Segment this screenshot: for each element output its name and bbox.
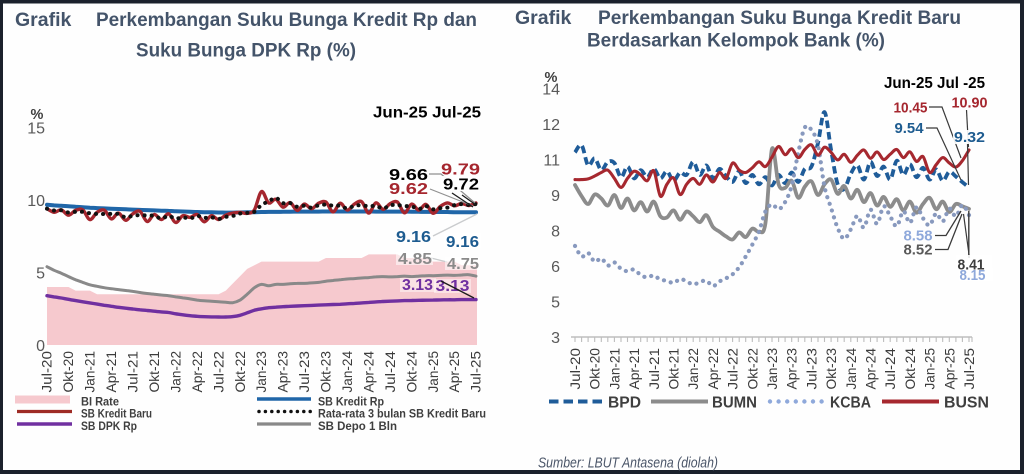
svg-text:9.16: 9.16 [446, 234, 479, 251]
svg-text:BUSN: BUSN [944, 394, 989, 411]
svg-text:8.41: 8.41 [958, 258, 985, 274]
svg-text:Grafik: Grafik [15, 9, 72, 31]
svg-text:10.45: 10.45 [894, 100, 928, 116]
svg-text:9: 9 [551, 188, 560, 205]
svg-text:9.62: 9.62 [389, 181, 428, 198]
svg-text:Apr-23: Apr-23 [784, 348, 800, 390]
svg-text:Jan-25: Jan-25 [425, 351, 441, 393]
svg-text:8.52: 8.52 [904, 243, 933, 259]
svg-text:8.15: 8.15 [960, 268, 986, 284]
svg-text:Sumber: LBUT Antasena (diolah): Sumber: LBUT Antasena (diolah) [538, 455, 718, 472]
svg-text:Okt-24: Okt-24 [403, 351, 419, 393]
svg-text:%: % [31, 107, 44, 123]
svg-text:9.54: 9.54 [895, 121, 924, 137]
svg-text:6: 6 [551, 259, 560, 276]
svg-text:11: 11 [543, 152, 560, 169]
svg-text:KCBA: KCBA [830, 394, 871, 411]
svg-text:SB Kredit Baru: SB Kredit Baru [81, 408, 152, 421]
svg-text:Jul-24: Jul-24 [382, 351, 398, 393]
svg-text:Jan-22: Jan-22 [685, 348, 701, 390]
svg-text:Okt-24: Okt-24 [902, 348, 918, 390]
svg-text:Jan-23: Jan-23 [253, 351, 269, 393]
svg-text:Okt-23: Okt-23 [823, 348, 839, 390]
svg-text:Apr-25: Apr-25 [446, 351, 462, 393]
svg-text:12: 12 [542, 117, 560, 134]
svg-text:Okt-22: Okt-22 [232, 351, 248, 393]
svg-text:Apr-25: Apr-25 [941, 348, 957, 390]
svg-text:Apr-22: Apr-22 [189, 351, 205, 393]
svg-text:Jul-21: Jul-21 [646, 348, 662, 390]
svg-text:SB Depo 1 Bln: SB Depo 1 Bln [318, 420, 397, 433]
svg-text:Okt-21: Okt-21 [666, 348, 682, 390]
svg-text:3: 3 [551, 330, 560, 347]
svg-text:8.58: 8.58 [904, 229, 933, 245]
svg-text:Apr-22: Apr-22 [705, 348, 721, 390]
svg-text:Jul-25: Jul-25 [961, 348, 977, 390]
svg-text:Jul-23: Jul-23 [296, 351, 312, 393]
svg-text:Okt-22: Okt-22 [744, 348, 760, 390]
svg-text:Jul-25: Jul-25 [468, 351, 484, 393]
svg-text:9.79: 9.79 [441, 161, 480, 178]
svg-text:5: 5 [551, 294, 560, 311]
svg-text:4.75: 4.75 [447, 256, 479, 273]
svg-text:9.72: 9.72 [443, 177, 479, 194]
svg-text:BI Rate: BI Rate [81, 396, 119, 409]
svg-text:Jun-25 Jul -25: Jun-25 Jul -25 [884, 75, 985, 92]
svg-text:Apr-24: Apr-24 [360, 351, 376, 393]
svg-text:Jan-21: Jan-21 [82, 351, 98, 393]
svg-text:Jul-20: Jul-20 [39, 351, 55, 393]
svg-text:Grafik: Grafik [515, 7, 572, 29]
svg-text:SB Kredit Rp: SB Kredit Rp [318, 396, 384, 409]
svg-text:9.66: 9.66 [389, 167, 428, 184]
svg-text:Apr-21: Apr-21 [626, 348, 642, 390]
svg-text:Apr-24: Apr-24 [863, 348, 879, 390]
svg-text:9.16: 9.16 [396, 229, 431, 246]
svg-text:SB DPK Rp: SB DPK Rp [81, 420, 137, 433]
svg-text:Okt-20: Okt-20 [60, 351, 76, 393]
svg-text:10.90: 10.90 [952, 96, 988, 112]
svg-text:0: 0 [36, 338, 45, 355]
svg-text:Jan-24: Jan-24 [843, 348, 859, 390]
svg-text:4.85: 4.85 [398, 251, 432, 268]
svg-text:Okt-21: Okt-21 [146, 351, 162, 393]
svg-text:Okt-23: Okt-23 [318, 351, 334, 393]
svg-text:3.13: 3.13 [402, 277, 433, 294]
svg-text:Okt-20: Okt-20 [587, 348, 603, 390]
svg-text:5: 5 [36, 265, 45, 282]
svg-text:Jul-22: Jul-22 [725, 348, 741, 390]
svg-text:Jul-20: Jul-20 [567, 348, 583, 390]
svg-text:8: 8 [551, 223, 560, 240]
svg-text:Jul-23: Jul-23 [803, 348, 819, 390]
svg-text:Suku Bunga DPK Rp (%): Suku Bunga DPK Rp (%) [136, 40, 356, 62]
svg-text:Jan-25: Jan-25 [922, 348, 938, 390]
svg-text:Jul-22: Jul-22 [210, 351, 226, 393]
svg-text:Jul-24: Jul-24 [882, 348, 898, 390]
svg-text:%: % [545, 70, 558, 86]
svg-text:Jan-24: Jan-24 [339, 351, 355, 393]
svg-text:Jan-22: Jan-22 [167, 351, 183, 393]
svg-text:Berdasarkan Kelompok Bank (%): Berdasarkan Kelompok Bank (%) [587, 30, 885, 52]
svg-text:10: 10 [27, 193, 45, 210]
svg-text:Perkembangan Suku Bunga Kredit: Perkembangan Suku Bunga Kredit Rp dan [96, 9, 477, 31]
svg-text:Jun-25 Jul-25: Jun-25 Jul-25 [373, 105, 481, 122]
svg-text:Apr-21: Apr-21 [103, 351, 119, 393]
svg-text:Perkembangan Suku Bunga Kredit: Perkembangan Suku Bunga Kredit Baru [598, 7, 961, 29]
svg-text:15: 15 [27, 120, 45, 137]
svg-text:Jan-21: Jan-21 [606, 348, 622, 390]
svg-text:9.32: 9.32 [954, 130, 985, 146]
svg-text:Jan-23: Jan-23 [764, 348, 780, 390]
svg-text:Apr-23: Apr-23 [275, 351, 291, 393]
svg-text:14: 14 [542, 81, 560, 98]
svg-text:Jul-21: Jul-21 [125, 351, 141, 393]
svg-text:BUMN: BUMN [712, 394, 757, 411]
svg-text:Rata-rata 3 bulan SB Kredit Ba: Rata-rata 3 bulan SB Kredit Baru [318, 408, 486, 421]
svg-text:BPD: BPD [608, 394, 641, 411]
